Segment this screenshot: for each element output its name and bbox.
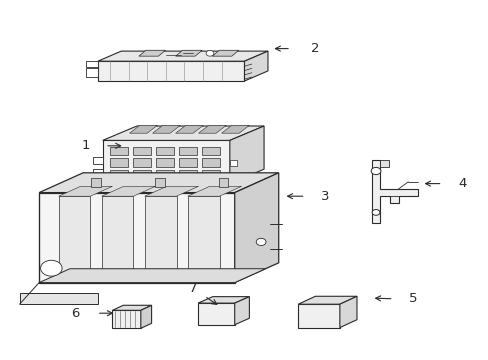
Polygon shape [218, 178, 228, 186]
Polygon shape [187, 186, 241, 196]
Bar [110, 147, 127, 155]
Polygon shape [112, 305, 151, 310]
Polygon shape [129, 125, 157, 133]
Polygon shape [175, 50, 202, 56]
Polygon shape [139, 50, 165, 56]
Polygon shape [155, 178, 164, 186]
Polygon shape [85, 61, 98, 67]
Bar [202, 158, 219, 167]
Polygon shape [339, 296, 356, 328]
Bar [133, 158, 150, 167]
Polygon shape [102, 126, 264, 140]
Polygon shape [234, 173, 278, 283]
Circle shape [41, 260, 62, 276]
Bar [156, 147, 173, 155]
Bar [110, 158, 127, 167]
Text: 3: 3 [320, 190, 329, 203]
Polygon shape [152, 125, 180, 133]
Bar [133, 170, 150, 178]
Bar [202, 147, 219, 155]
Polygon shape [102, 186, 155, 196]
Text: 4: 4 [457, 177, 466, 190]
Polygon shape [380, 160, 388, 167]
Polygon shape [298, 296, 356, 304]
Polygon shape [39, 173, 278, 193]
Polygon shape [221, 125, 249, 133]
Polygon shape [187, 196, 219, 275]
Circle shape [256, 238, 265, 246]
Circle shape [371, 210, 379, 215]
Circle shape [205, 50, 213, 56]
Circle shape [370, 167, 380, 175]
Polygon shape [212, 50, 238, 56]
Polygon shape [141, 305, 151, 328]
Bar [202, 170, 219, 178]
Polygon shape [229, 173, 237, 180]
Polygon shape [244, 51, 267, 81]
Polygon shape [144, 186, 198, 196]
Polygon shape [234, 297, 249, 325]
Polygon shape [85, 68, 98, 77]
Polygon shape [371, 160, 417, 223]
Polygon shape [112, 310, 141, 328]
Polygon shape [198, 297, 249, 303]
Polygon shape [59, 196, 90, 275]
Bar [156, 158, 173, 167]
Text: 5: 5 [408, 292, 417, 305]
Polygon shape [175, 125, 203, 133]
Polygon shape [91, 178, 101, 186]
Polygon shape [229, 126, 264, 184]
Bar [179, 170, 196, 178]
Polygon shape [298, 304, 339, 328]
Text: 2: 2 [310, 42, 319, 55]
Polygon shape [144, 196, 176, 275]
Bar [179, 147, 196, 155]
Polygon shape [102, 196, 133, 275]
Polygon shape [198, 303, 234, 325]
Polygon shape [39, 193, 234, 283]
Polygon shape [59, 186, 112, 196]
Polygon shape [93, 157, 102, 164]
Polygon shape [102, 140, 229, 184]
Polygon shape [198, 125, 226, 133]
Polygon shape [20, 293, 98, 304]
Bar [110, 170, 127, 178]
Polygon shape [93, 169, 102, 178]
Bar [179, 158, 196, 167]
Polygon shape [98, 61, 244, 81]
Text: 1: 1 [81, 139, 90, 152]
Bar [133, 147, 150, 155]
Polygon shape [39, 269, 265, 283]
Text: 6: 6 [71, 307, 80, 320]
Polygon shape [98, 51, 267, 61]
Polygon shape [229, 160, 237, 166]
Bar [156, 170, 173, 178]
Text: 7: 7 [188, 282, 197, 294]
